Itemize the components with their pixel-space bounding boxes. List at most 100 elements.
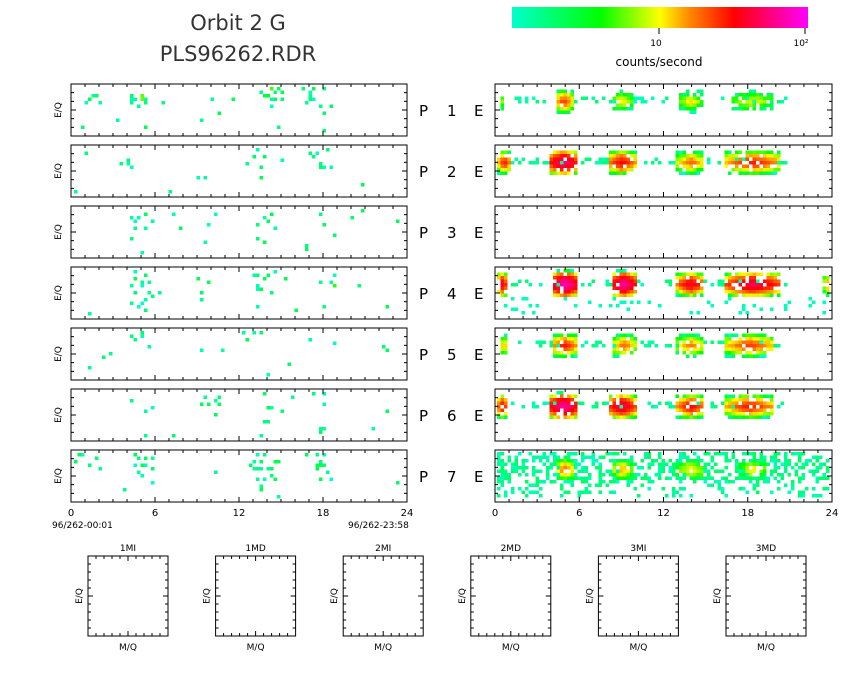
heatmap-cell bbox=[623, 340, 627, 344]
heatmap-cell bbox=[591, 459, 595, 463]
heatmap-cell bbox=[651, 480, 655, 484]
heatmap-cell bbox=[560, 89, 564, 93]
heatmap-cell bbox=[689, 286, 693, 290]
heatmap-cell bbox=[556, 473, 560, 477]
heatmap-cell bbox=[780, 476, 784, 480]
heatmap-cell bbox=[553, 473, 557, 477]
heatmap-cell bbox=[749, 480, 753, 484]
heatmap-cell bbox=[745, 394, 749, 398]
heatmap-cell bbox=[682, 408, 686, 412]
heatmap-cell bbox=[623, 293, 627, 297]
heatmap-cell bbox=[675, 401, 679, 405]
heatmap-cell bbox=[759, 469, 763, 473]
heatmap-cell bbox=[752, 354, 756, 358]
heatmap-cell bbox=[822, 279, 826, 283]
heatmap-cell bbox=[504, 412, 508, 416]
heatmap-cell bbox=[675, 150, 679, 154]
heatmap-cell bbox=[504, 490, 508, 494]
heatmap-cell bbox=[497, 168, 501, 172]
heatmap-cell bbox=[682, 344, 686, 348]
heatmap-cell bbox=[504, 347, 508, 351]
mass-panel-title: 2MD bbox=[501, 544, 521, 554]
heatmap-cell bbox=[731, 455, 735, 459]
heatmap-cell bbox=[549, 154, 553, 158]
heatmap-cell bbox=[731, 340, 735, 344]
heatmap-cell bbox=[616, 337, 620, 341]
heatmap-cell bbox=[745, 93, 749, 97]
heatmap-cell bbox=[553, 293, 557, 297]
heatmap-cell bbox=[735, 476, 739, 480]
heatmap-cell bbox=[619, 473, 623, 477]
heatmap-cell bbox=[696, 351, 700, 355]
heatmap-cell bbox=[623, 462, 627, 466]
colorbar: 10 10² counts/second bbox=[512, 7, 809, 69]
heatmap-cell bbox=[563, 462, 567, 466]
heatmap-cell bbox=[172, 434, 176, 438]
heatmap-cell bbox=[500, 96, 504, 100]
heatmap-cell bbox=[735, 279, 739, 283]
heatmap-cell bbox=[759, 96, 763, 100]
heatmap-cell bbox=[214, 470, 218, 474]
heatmap-cell bbox=[798, 459, 802, 463]
heatmap-cell bbox=[770, 401, 774, 405]
heatmap-cell bbox=[759, 347, 763, 351]
heatmap-cell bbox=[675, 347, 679, 351]
heatmap-cell bbox=[759, 171, 763, 175]
heatmap-cell bbox=[640, 340, 644, 344]
heatmap-cell bbox=[151, 481, 155, 485]
heatmap-cell bbox=[668, 283, 672, 287]
heatmap-cell bbox=[763, 96, 767, 100]
panel-row: E/Q P 3 E bbox=[54, 205, 833, 259]
heatmap-cell bbox=[563, 476, 567, 480]
heatmap-cell bbox=[500, 398, 504, 402]
heatmap-cell bbox=[305, 101, 309, 105]
heatmap-cell bbox=[252, 331, 256, 335]
heatmap-cell bbox=[763, 161, 767, 165]
heatmap-cell bbox=[777, 487, 781, 491]
heatmap-cell bbox=[570, 150, 574, 154]
heatmap-cell bbox=[672, 487, 676, 491]
heatmap-cell bbox=[542, 452, 546, 456]
left-plot-frame bbox=[70, 83, 408, 137]
heatmap-cell bbox=[504, 279, 508, 283]
heatmap-cell bbox=[319, 104, 323, 108]
heatmap-cell bbox=[263, 453, 267, 457]
heatmap-cell bbox=[259, 434, 263, 438]
heatmap-cell bbox=[679, 344, 683, 348]
heatmap-cell bbox=[630, 344, 634, 348]
heatmap-cell bbox=[609, 480, 613, 484]
heatmap-cell bbox=[665, 344, 669, 348]
heatmap-cell bbox=[654, 157, 658, 161]
x-tick-label: 24 bbox=[826, 508, 839, 519]
heatmap-cell bbox=[144, 226, 148, 230]
heatmap-cell bbox=[567, 462, 571, 466]
heatmap-cell bbox=[731, 333, 735, 337]
heatmap-cell bbox=[605, 469, 609, 473]
heatmap-cell bbox=[563, 110, 567, 114]
heatmap-cell bbox=[728, 480, 732, 484]
heatmap-cell bbox=[553, 459, 557, 463]
heatmap-cell bbox=[745, 311, 749, 315]
heatmap-cell bbox=[553, 354, 557, 358]
heatmap-cell bbox=[633, 96, 637, 100]
heatmap-cell bbox=[259, 467, 263, 471]
heatmap-cell bbox=[514, 469, 518, 473]
heatmap-cell bbox=[598, 483, 602, 487]
heatmap-cell bbox=[577, 462, 581, 466]
heatmap-cell bbox=[679, 459, 683, 463]
heatmap-cell bbox=[504, 401, 508, 405]
heatmap-cell bbox=[777, 150, 781, 154]
heatmap-cell bbox=[259, 165, 263, 169]
right-plot-frame bbox=[494, 388, 833, 442]
heatmap-cell bbox=[763, 340, 767, 344]
heatmap-cell bbox=[801, 452, 805, 456]
heatmap-cell bbox=[749, 333, 753, 337]
heatmap-cell bbox=[731, 398, 735, 402]
heatmap-cell bbox=[277, 125, 281, 129]
heatmap-cell bbox=[598, 455, 602, 459]
heatmap-cell bbox=[563, 344, 567, 348]
heatmap-cell bbox=[567, 415, 571, 419]
heatmap-cell bbox=[707, 300, 711, 304]
heatmap-cell bbox=[700, 351, 704, 355]
heatmap-cell bbox=[266, 373, 270, 377]
